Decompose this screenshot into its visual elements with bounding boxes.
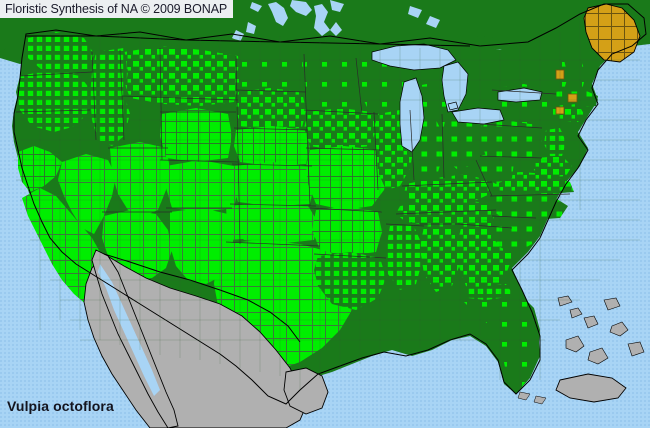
canadian-lakes xyxy=(232,0,440,42)
southeast-counties xyxy=(386,152,574,392)
map-title-plaque: Floristic Synthesis of NA © 2009 BONAP xyxy=(0,0,234,18)
county-mesh xyxy=(14,20,640,392)
region-mexico xyxy=(83,249,645,428)
species-name-label: Vulpia octoflora xyxy=(7,398,114,414)
great-lakes xyxy=(371,43,543,153)
